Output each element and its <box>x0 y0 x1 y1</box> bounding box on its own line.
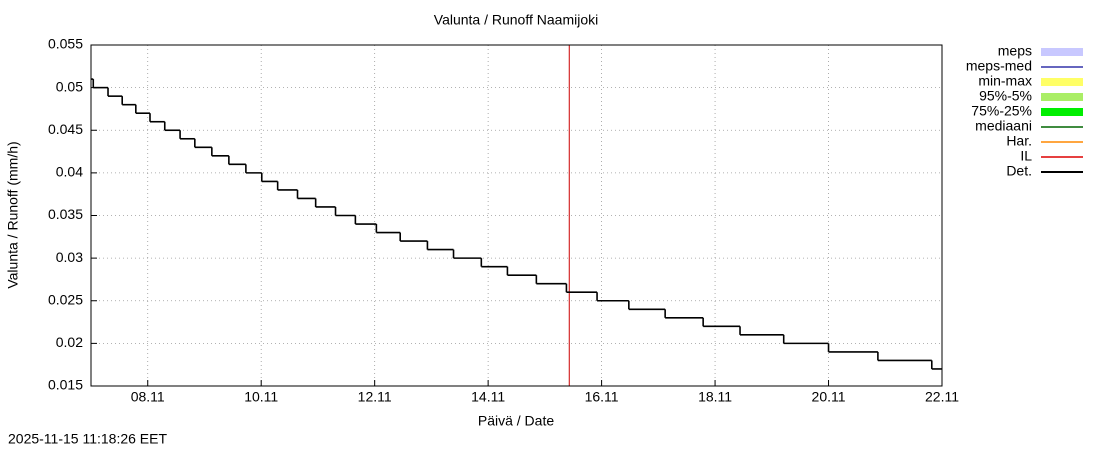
x-tick-label: 20.11 <box>812 389 846 405</box>
y-tick-label: 0.02 <box>56 334 83 350</box>
legend-label: Har. <box>1006 133 1032 149</box>
y-tick-label: 0.025 <box>48 291 83 307</box>
x-tick-label: 10.11 <box>244 389 278 405</box>
plot-frame <box>90 44 943 387</box>
legend-label: 95%-5% <box>979 88 1032 104</box>
y-tick-label: 0.03 <box>56 249 83 265</box>
y-tick-label: 0.045 <box>48 121 83 137</box>
x-axis-label: Päivä / Date <box>478 413 554 429</box>
timestamp: 2025-11-15 11:18:26 EET <box>8 431 167 447</box>
legend-label: mediaani <box>975 118 1032 134</box>
legend-label: min-max <box>978 73 1032 89</box>
legend-label: 75%-25% <box>971 103 1032 119</box>
x-tick-label: 14.11 <box>471 389 505 405</box>
y-axis-label: Valunta / Runoff (mm/h) <box>5 141 21 288</box>
y-tick-label: 0.05 <box>56 78 83 94</box>
y-tick-label: 0.015 <box>48 377 83 393</box>
chart-title: Valunta / Runoff Naamijoki <box>434 12 598 28</box>
x-tick-label: 16.11 <box>585 389 619 405</box>
x-tick-label: 12.11 <box>358 389 392 405</box>
y-tick-label: 0.04 <box>56 164 83 180</box>
legend-label: meps <box>998 43 1032 59</box>
y-tick-label: 0.055 <box>48 36 83 52</box>
x-tick-label: 22.11 <box>925 389 959 405</box>
x-tick-label: 08.11 <box>131 389 165 405</box>
legend-label: IL <box>1020 148 1032 164</box>
legend-label: meps-med <box>966 58 1032 74</box>
y-tick-label: 0.035 <box>48 206 83 222</box>
x-tick-label: 18.11 <box>698 389 732 405</box>
legend-label: Det. <box>1006 163 1032 179</box>
